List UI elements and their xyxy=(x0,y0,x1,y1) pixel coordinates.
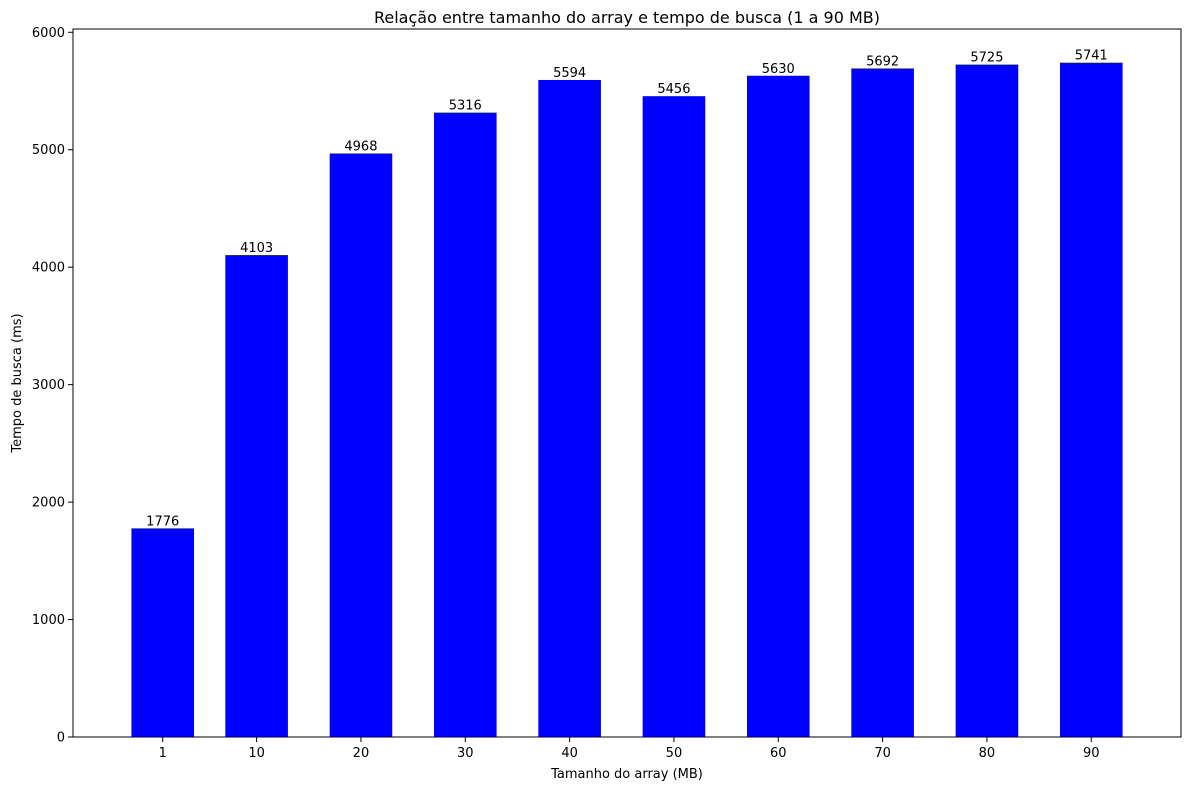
x-tick-label: 20 xyxy=(353,746,370,761)
y-tick-label: 6000 xyxy=(32,26,65,41)
y-tick-label: 3000 xyxy=(32,378,65,393)
y-axis-ticks: 0 1000 2000 3000 4000 5000 6000 xyxy=(32,26,73,746)
x-axis-ticks: 1 10 20 30 40 50 60 70 80 90 xyxy=(159,737,1100,761)
x-tick-label: 1 xyxy=(159,746,167,761)
bar-80 xyxy=(955,64,1019,738)
bar-value-label: 4103 xyxy=(240,241,273,256)
bar-10 xyxy=(225,255,288,737)
y-tick-label: 4000 xyxy=(32,261,65,276)
bar-value-label: 5741 xyxy=(1075,49,1108,64)
bar-1 xyxy=(131,528,195,737)
x-tick-label: 80 xyxy=(979,746,996,761)
bar-50 xyxy=(642,96,706,738)
x-tick-label: 90 xyxy=(1083,746,1100,761)
bar-value-label: 5456 xyxy=(657,82,690,97)
bar-value-label: 5594 xyxy=(553,66,586,81)
y-tick-label: 0 xyxy=(57,731,65,746)
x-tick-label: 60 xyxy=(770,746,787,761)
y-tick-label: 1000 xyxy=(32,613,65,628)
bar-30 xyxy=(433,112,497,737)
bar-value-label: 4968 xyxy=(344,140,377,155)
y-axis-label: Tempo de busca (ms) xyxy=(10,313,25,453)
bar-value-label: 5630 xyxy=(762,62,795,77)
y-tick-label: 5000 xyxy=(32,143,65,158)
plot-area-frame xyxy=(72,28,1182,738)
y-tick-label: 2000 xyxy=(32,496,65,511)
bar-value-label: 5316 xyxy=(449,99,482,114)
bar-value-label: 5692 xyxy=(866,54,899,69)
bar-40 xyxy=(538,79,601,738)
bar-60 xyxy=(746,75,810,737)
x-tick-label: 40 xyxy=(561,746,578,761)
x-axis-label: Tamanho do array (MB) xyxy=(550,767,703,782)
x-tick-label: 10 xyxy=(248,746,265,761)
bar-value-label: 1776 xyxy=(146,514,179,529)
x-tick-label: 30 xyxy=(457,746,474,761)
x-tick-label: 50 xyxy=(666,746,683,761)
bar-labels-group: 1776 4103 4968 5316 5594 5456 5630 5692 5725 5741 xyxy=(146,49,1108,530)
bar-value-label: 5725 xyxy=(970,51,1003,66)
x-tick-label: 70 xyxy=(874,746,891,761)
bar-70 xyxy=(851,68,914,737)
bar-90 xyxy=(1059,62,1123,737)
chart-title: Relação entre tamanho do array e tempo d… xyxy=(374,8,880,27)
bar-20 xyxy=(329,153,393,737)
bars-group xyxy=(131,62,1123,738)
